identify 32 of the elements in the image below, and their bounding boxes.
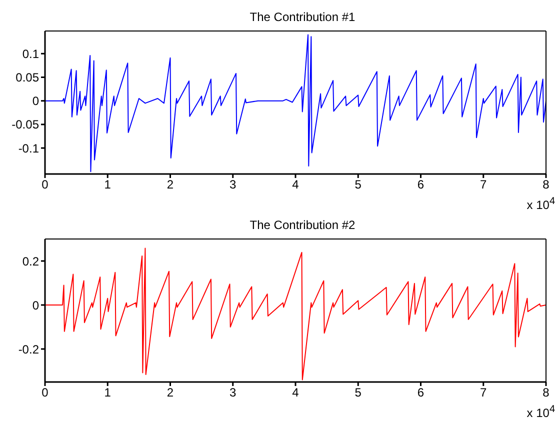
y-tick-label: 0.05 — [16, 70, 40, 85]
chart-title: The Contribution #1 — [248, 9, 356, 26]
y-tick-label: 0.2 — [22, 254, 40, 268]
text: x 10$^{4}$ — [526, 196, 556, 214]
y-tick-label: -0.1 — [18, 141, 40, 156]
x-tick-label: 2 — [166, 178, 174, 192]
y-tick-label: -0.2 — [18, 342, 40, 356]
chart-title: The Contribution #2 — [248, 217, 356, 234]
x-tick-label: 8 — [542, 386, 550, 400]
x-tick-label: 4 — [292, 386, 300, 400]
x-tick-label: 1 — [104, 386, 112, 400]
x-tick-label: 3 — [230, 178, 237, 192]
x-tick-label: 6 — [417, 178, 424, 192]
x-tick-label: 2 — [166, 386, 174, 400]
line-series — [45, 34, 546, 172]
x-tick-label: 5 — [354, 386, 362, 400]
y-tick-label: -0.05 — [12, 118, 40, 132]
text: x 10$^{4}$ — [526, 404, 556, 422]
x-tick-label: 5 — [354, 178, 362, 192]
y-tick-label: 0 — [32, 94, 40, 108]
x-tick-label: 3 — [230, 386, 237, 400]
x-tick-label: 7 — [480, 386, 488, 400]
line-series — [45, 248, 546, 380]
x-tick-label: 0 — [42, 178, 49, 192]
x-tick-label: 8 — [542, 178, 550, 192]
x-tick-label: 4 — [292, 178, 300, 192]
x-tick-label: 0 — [42, 386, 49, 400]
x-tick-label: 1 — [104, 178, 112, 192]
x-tick-label: 7 — [480, 178, 488, 192]
y-tick-label: 0 — [32, 298, 40, 312]
x-tick-label: 6 — [417, 386, 424, 400]
y-tick-label: 0.1 — [22, 46, 40, 61]
